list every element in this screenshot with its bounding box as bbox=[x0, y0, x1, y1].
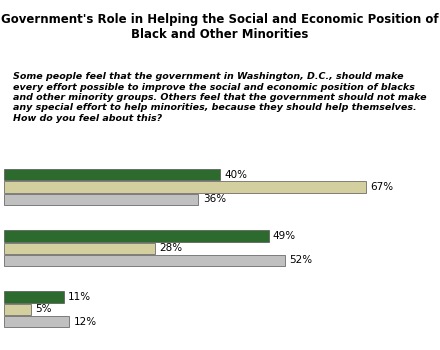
Text: 28%: 28% bbox=[160, 243, 183, 253]
Text: Some people feel that the government in Washington, D.C., should make
every effo: Some people feel that the government in … bbox=[13, 72, 427, 123]
Text: 67%: 67% bbox=[370, 182, 393, 192]
Bar bbox=[4, 255, 285, 266]
Bar bbox=[4, 316, 69, 327]
Bar bbox=[4, 304, 31, 315]
Text: 12%: 12% bbox=[73, 317, 96, 327]
Bar bbox=[4, 292, 64, 303]
Bar bbox=[4, 169, 220, 180]
Text: 49%: 49% bbox=[273, 231, 296, 241]
Text: 36%: 36% bbox=[203, 194, 226, 204]
Bar bbox=[4, 243, 155, 254]
Text: Government's Role in Helping the Social and Economic Position of
Black and Other: Government's Role in Helping the Social … bbox=[1, 13, 439, 41]
Bar bbox=[4, 194, 198, 205]
Text: 11%: 11% bbox=[68, 292, 91, 302]
Bar bbox=[4, 181, 366, 193]
Text: 5%: 5% bbox=[36, 304, 52, 314]
Bar bbox=[4, 230, 268, 241]
Text: 52%: 52% bbox=[289, 256, 312, 265]
Text: 40%: 40% bbox=[224, 170, 247, 180]
